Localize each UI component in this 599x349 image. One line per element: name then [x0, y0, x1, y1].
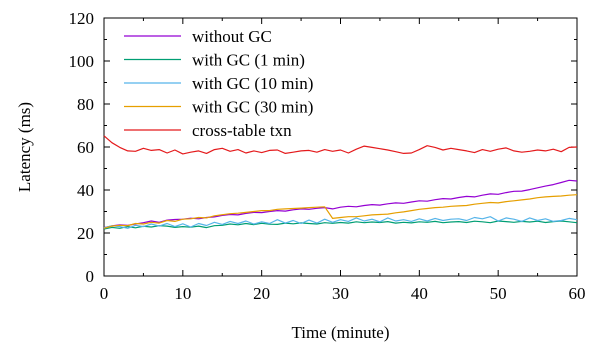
- axes: 0 10 20 30 40 50 60 0 20 40 60 80 100 120: [69, 9, 586, 303]
- legend-label: with GC (30 min): [192, 98, 313, 117]
- y-tick-label: 40: [77, 181, 94, 200]
- x-tick-label: 40: [411, 284, 428, 303]
- x-tick-label: 0: [100, 284, 109, 303]
- plot-frame: [103, 17, 578, 277]
- legend-label: with GC (1 min): [192, 51, 305, 70]
- series-line-with-gc-1-min: [103, 220, 578, 230]
- y-tick-label: 60: [77, 138, 94, 157]
- legend: without GC with GC (1 min) with GC (10 min…: [124, 27, 313, 140]
- series-line-cross-table-txn: [103, 135, 578, 155]
- y-tick-label: 80: [77, 95, 94, 114]
- x-tick-label: 30: [332, 284, 349, 303]
- legend-label: with GC (10 min): [192, 74, 313, 93]
- x-tick-label: 10: [174, 284, 191, 303]
- legend-label: without GC: [192, 27, 272, 46]
- x-tick-label: 20: [253, 284, 270, 303]
- x-tick-label: 50: [490, 284, 507, 303]
- legend-label: cross-table txn: [192, 121, 292, 140]
- y-tick-label: 0: [86, 267, 95, 286]
- series-line-without-gc: [103, 179, 578, 229]
- x-axis-title: Time (minute): [291, 323, 389, 342]
- series-layer: [103, 135, 578, 230]
- y-tick-label: 100: [69, 52, 95, 71]
- y-tick-label: 20: [77, 224, 94, 243]
- series-line-with-gc-10-min: [103, 216, 578, 229]
- series-line-with-gc-30-min: [103, 194, 578, 229]
- y-tick-label: 120: [69, 9, 95, 28]
- y-axis-title: Latency (ms): [15, 102, 34, 192]
- x-tick-label: 60: [569, 284, 586, 303]
